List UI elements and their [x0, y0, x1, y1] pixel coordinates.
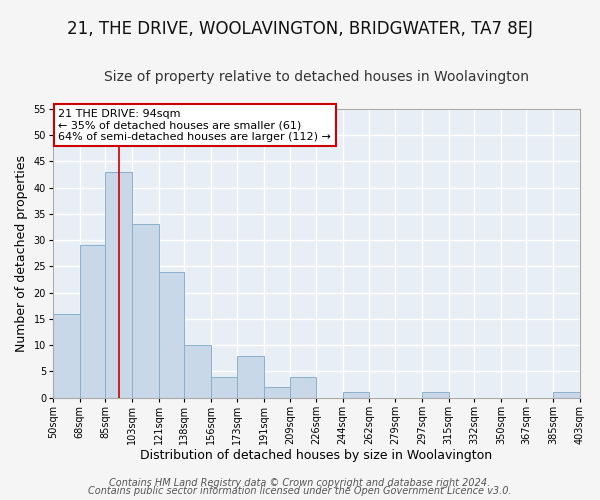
Bar [159, 272, 184, 398]
Bar [236, 356, 263, 398]
Bar [53, 314, 80, 398]
Bar [290, 376, 316, 398]
Bar [184, 345, 211, 398]
Bar [132, 224, 159, 398]
Title: Size of property relative to detached houses in Woolavington: Size of property relative to detached ho… [104, 70, 529, 84]
Bar [553, 392, 580, 398]
Bar [263, 387, 290, 398]
Bar [105, 172, 132, 398]
Bar [422, 392, 449, 398]
Text: Contains HM Land Registry data © Crown copyright and database right 2024.: Contains HM Land Registry data © Crown c… [109, 478, 491, 488]
Bar [211, 376, 236, 398]
Bar [343, 392, 370, 398]
Bar [80, 246, 105, 398]
Text: 21 THE DRIVE: 94sqm
← 35% of detached houses are smaller (61)
64% of semi-detach: 21 THE DRIVE: 94sqm ← 35% of detached ho… [58, 109, 331, 142]
X-axis label: Distribution of detached houses by size in Woolavington: Distribution of detached houses by size … [140, 450, 493, 462]
Text: 21, THE DRIVE, WOOLAVINGTON, BRIDGWATER, TA7 8EJ: 21, THE DRIVE, WOOLAVINGTON, BRIDGWATER,… [67, 20, 533, 38]
Y-axis label: Number of detached properties: Number of detached properties [15, 154, 28, 352]
Text: Contains public sector information licensed under the Open Government Licence v3: Contains public sector information licen… [88, 486, 512, 496]
